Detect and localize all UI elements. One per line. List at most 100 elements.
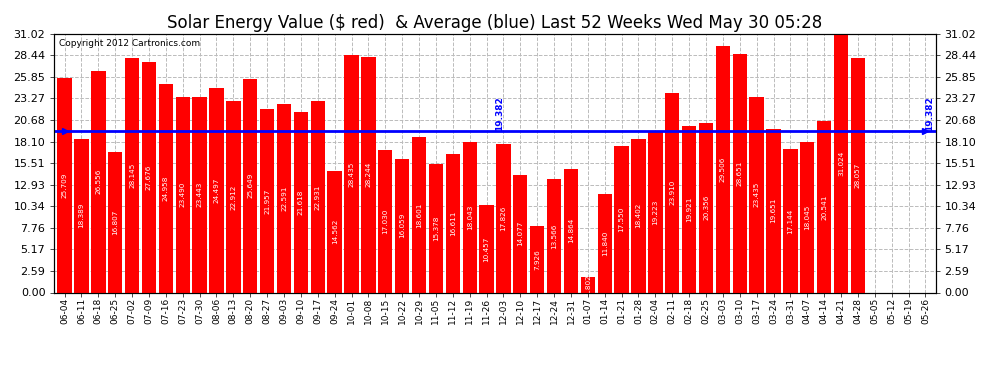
Bar (716, 46, 730, 292)
Bar (311, 101, 325, 292)
Text: 20.356: 20.356 (703, 195, 709, 220)
Text: 22.591: 22.591 (281, 186, 287, 211)
Bar (749, 97, 764, 292)
Text: 17.144: 17.144 (787, 208, 793, 234)
Bar (125, 58, 140, 292)
Bar (546, 179, 561, 292)
Bar (446, 154, 460, 292)
Text: 11.840: 11.840 (602, 230, 608, 256)
Text: 22.912: 22.912 (231, 184, 237, 210)
Text: 29.506: 29.506 (720, 157, 726, 182)
Bar (834, 34, 848, 292)
Text: 14.077: 14.077 (518, 221, 524, 246)
Text: 7.926: 7.926 (535, 249, 541, 270)
Bar (429, 164, 444, 292)
Text: 10.457: 10.457 (483, 236, 490, 262)
Text: 28.651: 28.651 (737, 160, 742, 186)
Text: 13.566: 13.566 (551, 223, 557, 249)
Bar (615, 146, 629, 292)
Bar (581, 278, 595, 292)
Text: 25.649: 25.649 (248, 173, 253, 198)
Bar (378, 150, 392, 292)
Bar (530, 226, 544, 292)
Text: Copyright 2012 Cartronics.com: Copyright 2012 Cartronics.com (58, 39, 200, 48)
Bar (74, 139, 89, 292)
Bar (850, 58, 865, 292)
Text: 14.562: 14.562 (332, 219, 338, 245)
Text: 19.382: 19.382 (495, 96, 504, 131)
Bar (563, 168, 578, 292)
Text: 21.618: 21.618 (298, 190, 304, 215)
Text: 18.045: 18.045 (804, 204, 810, 230)
Text: 14.864: 14.864 (568, 218, 574, 243)
Text: 20.541: 20.541 (821, 194, 828, 219)
Bar (91, 71, 106, 292)
Bar (665, 93, 679, 292)
Bar (462, 142, 477, 292)
Bar (260, 110, 274, 292)
Bar (412, 137, 427, 292)
Text: 24.497: 24.497 (214, 178, 220, 203)
Text: 22.931: 22.931 (315, 184, 321, 210)
Bar (244, 78, 257, 292)
Bar (175, 96, 190, 292)
Bar (766, 129, 781, 292)
Bar (395, 159, 409, 292)
Bar (57, 78, 71, 292)
Text: 17.550: 17.550 (619, 207, 625, 232)
Title: Solar Energy Value ($ red)  & Average (blue) Last 52 Weeks Wed May 30 05:28: Solar Energy Value ($ red) & Average (bl… (167, 14, 823, 32)
Text: 16.807: 16.807 (112, 210, 118, 235)
Text: 23.443: 23.443 (197, 182, 203, 207)
Bar (142, 62, 156, 292)
Bar (632, 139, 645, 292)
Bar (817, 121, 832, 292)
Bar (496, 144, 511, 292)
Bar (513, 175, 528, 292)
Text: 15.378: 15.378 (433, 216, 439, 241)
Text: 18.601: 18.601 (416, 202, 422, 228)
Bar (733, 54, 746, 292)
Bar (192, 97, 207, 292)
Text: 19.382: 19.382 (925, 96, 934, 131)
Text: 18.402: 18.402 (636, 203, 642, 228)
Text: 19.921: 19.921 (686, 197, 692, 222)
Bar (479, 205, 494, 292)
Text: 25.709: 25.709 (61, 172, 67, 198)
Text: 16.059: 16.059 (399, 213, 405, 238)
Bar (783, 150, 798, 292)
Bar (345, 56, 358, 292)
Text: 17.030: 17.030 (382, 209, 388, 234)
Text: 18.389: 18.389 (78, 203, 84, 228)
Text: 18.043: 18.043 (466, 204, 472, 230)
Text: 23.490: 23.490 (180, 182, 186, 207)
Text: 26.556: 26.556 (95, 169, 101, 194)
Bar (800, 142, 815, 292)
Text: 21.957: 21.957 (264, 188, 270, 214)
Bar (682, 126, 696, 292)
Text: 28.244: 28.244 (365, 162, 371, 188)
Text: 19.223: 19.223 (652, 200, 658, 225)
Bar (108, 152, 123, 292)
Bar (226, 101, 241, 292)
Text: 16.611: 16.611 (449, 210, 455, 236)
Bar (158, 84, 173, 292)
Text: 28.435: 28.435 (348, 161, 354, 187)
Text: 23.435: 23.435 (753, 182, 759, 207)
Text: 1.802: 1.802 (585, 274, 591, 296)
Text: 19.651: 19.651 (770, 198, 776, 223)
Bar (598, 194, 612, 292)
Bar (648, 132, 662, 292)
Text: 24.958: 24.958 (162, 176, 169, 201)
Bar (277, 104, 291, 292)
Bar (328, 171, 342, 292)
Text: 17.826: 17.826 (500, 206, 507, 231)
Text: 28.057: 28.057 (855, 163, 861, 188)
Bar (294, 112, 308, 292)
Bar (699, 123, 713, 292)
Bar (361, 57, 375, 292)
Bar (209, 88, 224, 292)
Text: 23.910: 23.910 (669, 180, 675, 206)
Text: 28.145: 28.145 (129, 162, 135, 188)
Text: 27.676: 27.676 (146, 164, 152, 190)
Text: 31.024: 31.024 (838, 150, 844, 176)
